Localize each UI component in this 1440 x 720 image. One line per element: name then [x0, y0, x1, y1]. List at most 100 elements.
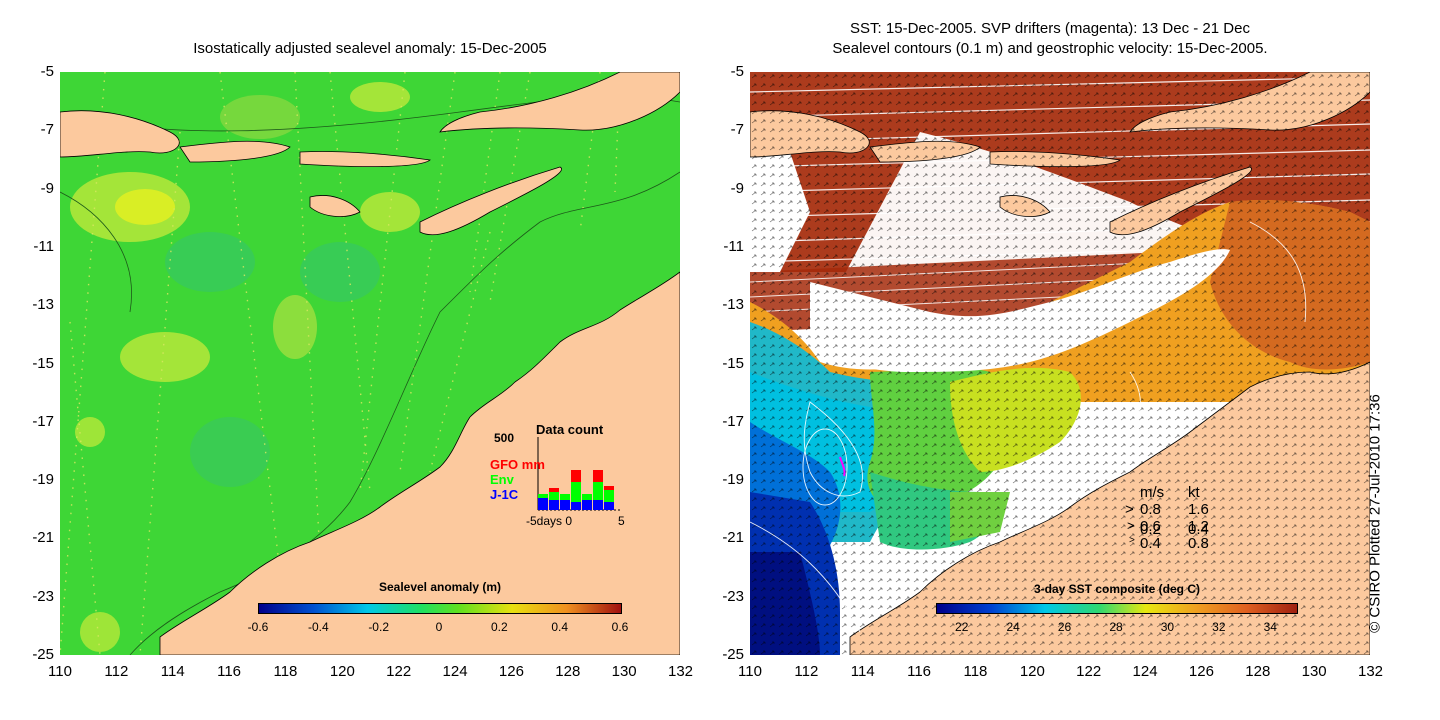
x-tick-label: 120 — [329, 663, 355, 680]
x-tick-label: 116 — [907, 663, 932, 680]
anomaly-blob — [190, 417, 270, 487]
y-tick-label: -13 — [32, 296, 54, 314]
land-lesser-sunda — [179, 140, 291, 163]
x-tick-label: 126 — [1188, 663, 1214, 680]
velocity-legend-ms: 0.8 — [1140, 501, 1161, 518]
velocity-legend-ms: 0.6 — [1140, 518, 1161, 535]
x-tick-label: 122 — [386, 663, 412, 680]
x-tick-label: 118 — [963, 663, 988, 680]
y-tick-label: -7 — [730, 121, 744, 139]
velocity-legend-kt: 0.8 — [1188, 535, 1209, 552]
x-tick-label: 126 — [498, 663, 524, 680]
x-tick-label: 124 — [1132, 663, 1158, 680]
y-tick-label: -15 — [722, 354, 744, 372]
geostrophic-velocity-arrows — [750, 72, 1370, 655]
land-australia — [159, 271, 681, 656]
x-tick-label: 128 — [555, 663, 581, 680]
x-tick-label: 112 — [104, 663, 129, 680]
anomaly-blob — [80, 612, 120, 652]
x-tick-label: 110 — [738, 663, 762, 680]
right-colorbar — [936, 603, 1298, 614]
x-tick-label: 114 — [850, 663, 875, 680]
y-tick-label: -25 — [722, 646, 744, 663]
anomaly-blob — [273, 295, 317, 359]
colorbar-tick-label: 34 — [1263, 620, 1277, 634]
colorbar-tick-label: 32 — [1212, 620, 1226, 634]
land-flores — [299, 151, 431, 168]
inset-title: Data count — [536, 422, 604, 437]
x-tick-label: 128 — [1245, 663, 1271, 680]
x-tick-label: 114 — [160, 663, 185, 680]
inset-y-max-label: 500 — [494, 431, 515, 445]
y-tick-label: -23 — [722, 587, 744, 605]
velocity-legend-ms: 0.4 — [1140, 535, 1161, 552]
anomaly-blob — [300, 242, 380, 302]
inset-legend-gfo: GFO mm — [490, 457, 545, 472]
x-tick-label: 132 — [668, 663, 694, 680]
x-tick-label: 112 — [794, 663, 819, 680]
x-tick-label: 132 — [1358, 663, 1384, 680]
y-tick-label: -7 — [40, 121, 54, 139]
anomaly-blob — [350, 82, 410, 112]
y-tick-label: -21 — [722, 529, 744, 547]
y-tick-label: -23 — [32, 587, 54, 605]
inset-legend-j1c: J-1C — [490, 487, 519, 502]
y-tick-label: -15 — [32, 354, 54, 372]
colorbar-tick-label: -0.2 — [368, 620, 389, 634]
y-tick-label: -17 — [722, 412, 744, 430]
colorbar-tick-label: 24 — [1006, 620, 1020, 634]
y-tick-label: -9 — [40, 179, 54, 197]
x-tick-label: 118 — [273, 663, 298, 680]
right-map-title-line2: Sealevel contours (0.1 m) and geostrophi… — [832, 40, 1268, 57]
colorbar-tick-label: -0.6 — [247, 620, 269, 634]
x-tick-label: 110 — [48, 663, 72, 680]
y-tick-label: -21 — [32, 529, 54, 547]
anomaly-blob — [220, 95, 300, 139]
land-sumba — [309, 195, 361, 217]
left-colorbar — [258, 603, 622, 614]
y-tick-label: -11 — [723, 237, 744, 255]
left-map-svg — [59, 71, 681, 656]
left-map-title: Isostatically adjusted sealevel anomaly:… — [193, 40, 547, 57]
velocity-legend-kt: 1.2 — [1188, 518, 1209, 535]
velocity-arrow-icon: > — [1125, 501, 1134, 518]
right-map-plot — [749, 71, 1371, 656]
x-tick-label: 130 — [611, 663, 637, 680]
anomaly-blob — [75, 417, 105, 447]
y-tick-label: -25 — [32, 646, 54, 663]
right-colorbar-title: 3-day SST composite (deg C) — [1033, 582, 1201, 596]
inset-bars — [538, 470, 614, 510]
credit-text: © CSIRO Plotted 27-Jul-2010 17:36 — [1366, 394, 1384, 633]
velocity-legend-header-kt: kt — [1188, 484, 1200, 501]
x-tick-label: 122 — [1076, 663, 1102, 680]
anomaly-blob — [120, 332, 210, 382]
colorbar-tick-label: 28 — [1109, 620, 1123, 634]
left-map-plot — [59, 71, 681, 656]
velocity-arrow-icon: > — [1129, 535, 1135, 546]
inset-x-label-right: 5 — [618, 514, 625, 528]
x-tick-label: 120 — [1019, 663, 1045, 680]
y-tick-label: -11 — [33, 237, 54, 255]
y-tick-label: -5 — [730, 63, 744, 80]
velocity-legend-kt: 1.6 — [1188, 501, 1209, 518]
inset-x-label-left: -5days 0 — [526, 514, 573, 528]
colorbar-tick-label: 30 — [1160, 620, 1175, 634]
y-tick-label: -19 — [722, 471, 744, 489]
svp-drifter-track — [839, 456, 846, 477]
y-tick-label: -17 — [32, 412, 54, 430]
y-tick-label: -13 — [722, 296, 744, 314]
land-java — [59, 110, 180, 158]
right-map-title-line1: SST: 15-Dec-2005. SVP drifters (magenta)… — [850, 20, 1250, 37]
colorbar-tick-label: 26 — [1057, 620, 1072, 634]
colorbar-tick-label: -0.4 — [307, 620, 329, 634]
anomaly-blob — [115, 189, 175, 225]
velocity-legend-kt: 0.4 — [1188, 521, 1209, 538]
sealevel-contours — [749, 221, 1307, 633]
velocity-arrow-icon: > — [1129, 521, 1134, 530]
y-tick-label: -19 — [32, 471, 54, 489]
colorbar-tick-label: 22 — [955, 620, 969, 634]
anomaly-blob — [165, 232, 255, 292]
velocity-arrow-icon: > — [1127, 518, 1135, 533]
velocity-legend: m/s kt > 0.8 1.6 > 0.6 1.2 > 0.4 0.8 — [1125, 484, 1235, 552]
colorbar-tick-label: 0 — [435, 620, 443, 634]
